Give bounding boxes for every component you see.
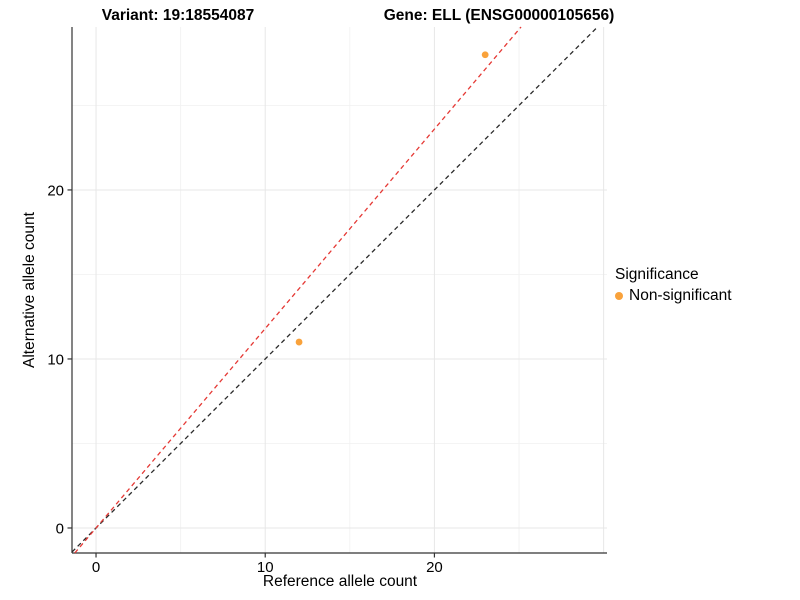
- gene-title: Gene: ELL (ENSG00000105656): [383, 7, 615, 24]
- legend-key-dot-icon: [615, 292, 623, 300]
- y-tick-label: 10: [47, 351, 64, 368]
- x-tick-label: 0: [92, 559, 100, 576]
- legend-item: Non-significant: [615, 287, 732, 305]
- x-tick-label: 10: [257, 559, 274, 576]
- y-tick-label: 20: [47, 182, 64, 199]
- legend: Significance Non-significant: [615, 266, 732, 305]
- data-point: [481, 51, 489, 59]
- y-tick-label: 0: [56, 520, 64, 537]
- x-tick-label: 20: [426, 559, 443, 576]
- allelic-ratio-line: [74, 26, 522, 554]
- y-axis-title: Alternative allele count: [21, 212, 38, 368]
- identity-line: [71, 26, 598, 553]
- legend-title: Significance: [615, 266, 699, 283]
- legend-item-label: Non-significant: [629, 287, 732, 304]
- data-point: [295, 338, 303, 346]
- x-axis-title: Reference allele count: [262, 573, 418, 590]
- variant-title: Variant: 19:18554087: [101, 7, 255, 24]
